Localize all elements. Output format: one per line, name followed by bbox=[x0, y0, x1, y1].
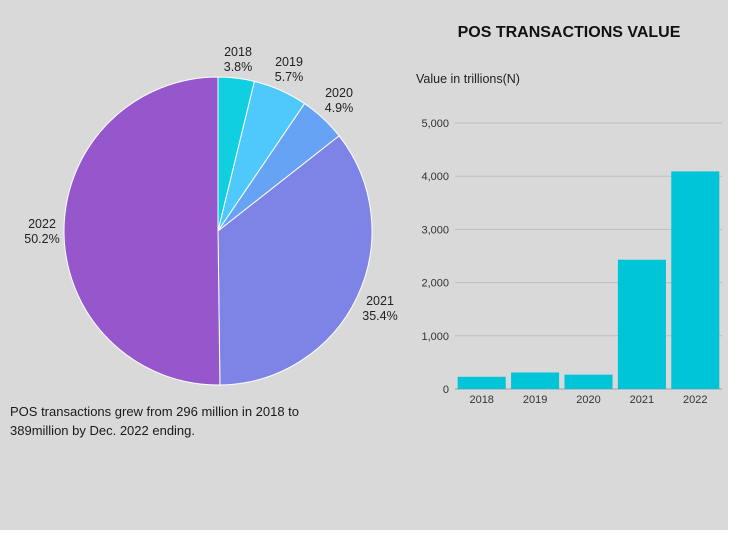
pie-label-percent-2021: 35.4% bbox=[362, 309, 397, 323]
pie-label-year-2018: 2018 bbox=[224, 45, 252, 59]
infographic-panel: 2018 3.8% 2019 5.7% 2020 4.9% 2021 35.4% 2022 50.… bbox=[0, 0, 728, 530]
pie-slice-2021 bbox=[217, 135, 373, 386]
x-tick-label-2022: 2022 bbox=[683, 394, 707, 406]
pie-caption: POS transactions grew from 296 million i… bbox=[10, 402, 350, 440]
pie-label-year-2019: 2019 bbox=[275, 55, 303, 69]
bar-2022 bbox=[671, 171, 720, 389]
bar-2020 bbox=[564, 374, 613, 389]
pie-label-percent-2020: 4.9% bbox=[325, 101, 354, 115]
pie-label-year-2020: 2020 bbox=[325, 86, 353, 100]
pie-label-year-2022: 2022 bbox=[28, 217, 56, 231]
y-tick-label-2000: 2,000 bbox=[421, 278, 449, 290]
bar-chart: POS TRANSACTIONS VALUE Value in trillion… bbox=[416, 24, 722, 406]
caption-line-2: 389million by Dec. 2022 ending. bbox=[10, 423, 196, 438]
pie-label-year-2021: 2021 bbox=[366, 294, 394, 308]
y-tick-label-0: 0 bbox=[443, 384, 449, 396]
bar-chart-title: POS TRANSACTIONS VALUE bbox=[458, 24, 681, 41]
pie-label-percent-2019: 5.7% bbox=[275, 70, 304, 84]
bar-2019 bbox=[511, 372, 560, 389]
y-tick-label-4000: 4,000 bbox=[421, 171, 449, 183]
y-tick-label-3000: 3,000 bbox=[421, 224, 449, 236]
x-tick-label-2020: 2020 bbox=[576, 394, 600, 406]
y-tick-label-1000: 1,000 bbox=[421, 331, 449, 343]
bar-2021 bbox=[617, 259, 666, 389]
y-tick-label-5000: 5,000 bbox=[421, 118, 449, 130]
pie-label-percent-2022: 50.2% bbox=[24, 232, 59, 246]
bar-2018 bbox=[457, 376, 506, 389]
caption-line-1: POS transactions grew from 296 million i… bbox=[10, 404, 300, 419]
x-tick-label-2019: 2019 bbox=[523, 394, 547, 406]
x-tick-label-2018: 2018 bbox=[469, 394, 493, 406]
bar-chart-y-axis-label: Value in trillions(N) bbox=[416, 72, 520, 86]
x-tick-label-2021: 2021 bbox=[630, 394, 654, 406]
pie-slice-2022 bbox=[63, 76, 221, 386]
pie-label-percent-2018: 3.8% bbox=[224, 60, 253, 74]
